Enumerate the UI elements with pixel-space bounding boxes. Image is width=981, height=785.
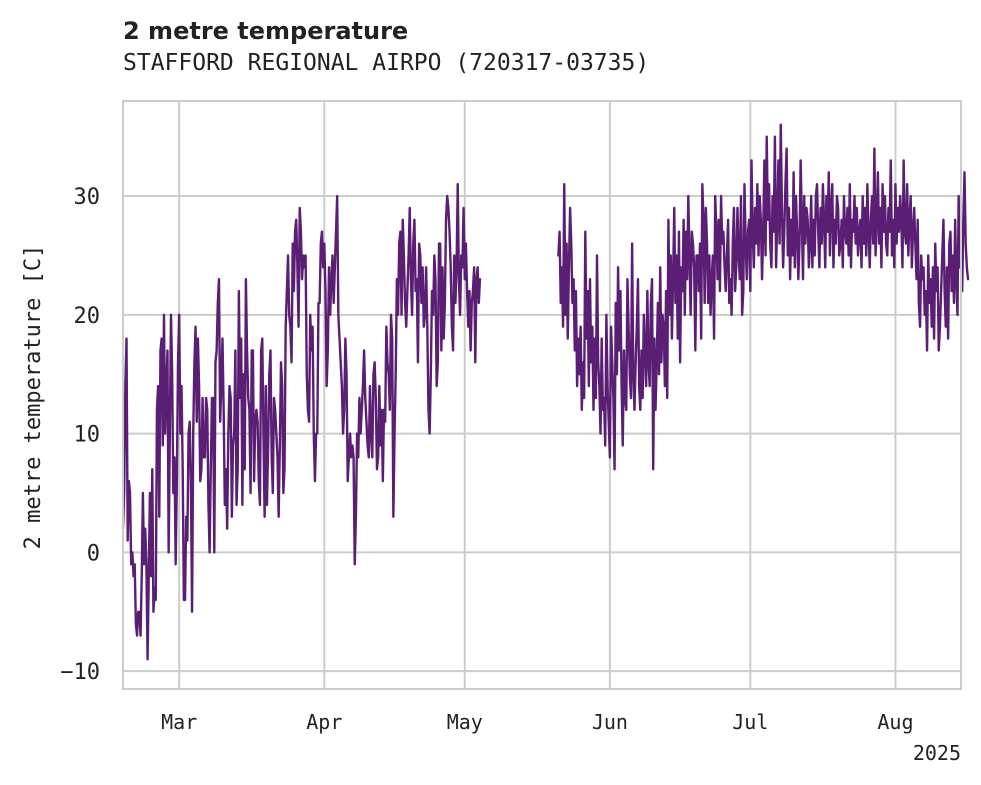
x-tick-label-jun: Jun (592, 710, 628, 734)
series-group (121, 123, 970, 661)
y-tick-label-4: 30 (74, 185, 101, 210)
x-tick-label-aug: Aug (877, 710, 913, 734)
temperature-series-line-segment-1 (121, 182, 482, 661)
chart-title: 2 metre temperature (123, 17, 409, 45)
x-axis-year-label: 2025 (913, 741, 961, 765)
x-tick-label-mar: Mar (161, 710, 197, 734)
chart-subtitle: STAFFORD REGIONAL AIRPO (720317-03735) (123, 50, 650, 76)
y-axis-ticks: −10 0 10 20 30 (60, 185, 100, 685)
temperature-series-line-segment-2 (557, 123, 970, 471)
y-tick-label-0: −10 (60, 660, 100, 685)
y-tick-label-2: 10 (74, 423, 101, 448)
y-tick-label-3: 20 (74, 304, 101, 329)
y-gridlines (123, 195, 961, 673)
x-tick-label-may: May (447, 710, 483, 734)
y-tick-label-1: 0 (87, 541, 100, 566)
plot-frame (122, 100, 962, 690)
x-tick-label-jul: Jul (732, 710, 768, 734)
x-tick-label-apr: Apr (306, 710, 342, 734)
y-axis-label: 2 metre temperature [C] (21, 245, 46, 550)
x-axis-ticks: Mar Apr May Jun Jul Aug (161, 710, 913, 734)
